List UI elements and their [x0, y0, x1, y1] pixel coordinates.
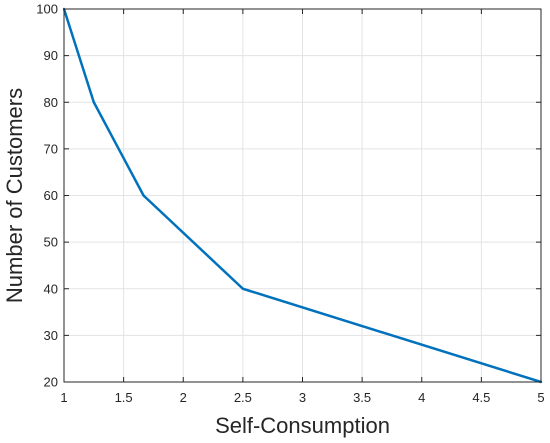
x-tick-label: 5 [537, 390, 544, 405]
y-tick-label: 50 [44, 235, 58, 250]
data-point [92, 101, 96, 104]
x-tick-label: 3.5 [353, 390, 371, 405]
x-tick-label: 4.5 [472, 390, 490, 405]
x-axis-label: Self-Consumption [215, 413, 390, 438]
data-point [241, 287, 245, 290]
x-tick-labels: 1 1.5 2 2.5 3 3.5 4 4.5 5 [60, 390, 544, 405]
x-tick-label: 3 [299, 390, 306, 405]
y-tick-label: 40 [44, 281, 58, 296]
x-tick-label: 2.5 [234, 390, 252, 405]
x-tick-label: 4 [418, 390, 425, 405]
y-tick-label: 90 [44, 48, 58, 63]
x-tick-label: 1 [60, 390, 67, 405]
y-tick-label: 60 [44, 188, 58, 203]
y-axis-label: Number of Customers [2, 88, 27, 303]
x-tick-label: 2 [180, 390, 187, 405]
y-tick-label: 80 [44, 95, 58, 110]
y-tick-label: 100 [36, 2, 58, 17]
y-tick-labels: 20 30 40 50 60 70 80 90 100 [36, 2, 58, 390]
y-tick-label: 70 [44, 141, 58, 156]
tick-marks [63, 8, 542, 383]
x-tick-label: 1.5 [115, 390, 133, 405]
data-point [142, 194, 145, 197]
y-tick-label: 20 [44, 375, 58, 390]
y-tick-label: 30 [44, 328, 58, 343]
